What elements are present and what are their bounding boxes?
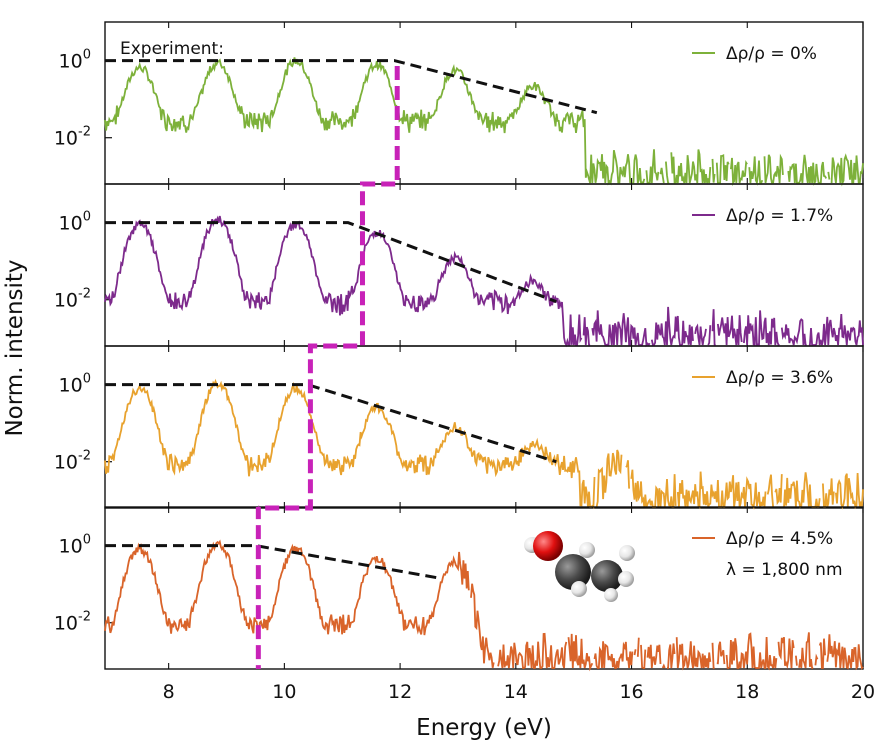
spectrum-line <box>826 634 864 671</box>
y-tick-label: 100 <box>59 48 91 73</box>
spectrum-line <box>822 478 835 508</box>
panel-2: 100 10-2 Δρ/ρ = 1.7% <box>54 183 864 348</box>
spectrum-line <box>730 157 748 187</box>
spectrum-line <box>835 472 864 510</box>
spectrum-line <box>659 167 665 184</box>
spectrum-line <box>716 641 726 665</box>
x-axis: 8 10 12 14 16 18 20 <box>163 681 875 703</box>
plateau-guide <box>105 59 598 115</box>
panel-3: 100 10-2 Δρ/ρ = 3.6% <box>54 345 864 510</box>
spectrum-line <box>630 469 677 508</box>
y-tick-label: 100 <box>59 210 91 235</box>
spectrum-line <box>661 663 666 669</box>
spectrum-line <box>593 641 634 669</box>
spectrum-line <box>667 643 676 669</box>
plateau-guide <box>105 221 557 304</box>
spectra-panels: 100 10-2 Δρ/ρ = 0% 100 10-2 Δρ/ρ = 1.7% 100 10-… <box>54 21 864 672</box>
spectrum-line <box>636 637 640 657</box>
x-tick-label: 16 <box>619 681 643 703</box>
panel-4: 100 10-2 Δρ/ρ = 4.5% <box>54 506 864 672</box>
spectrum-line <box>777 636 795 670</box>
spectrum-line <box>818 638 826 669</box>
spectrum-line <box>711 309 716 346</box>
legend-label: Δρ/ρ = 3.6% <box>726 368 833 388</box>
spectrum-line <box>783 472 821 509</box>
plateau-guide <box>105 544 441 580</box>
spectrum-line <box>725 632 778 671</box>
x-tick-label: 18 <box>735 681 759 703</box>
spectrum-line <box>470 583 495 668</box>
spectrum-line <box>104 539 470 636</box>
spectrum-line <box>766 474 774 508</box>
spectrum-line <box>711 642 715 669</box>
spectrum-line <box>748 156 764 186</box>
spectrum-line <box>694 323 707 346</box>
spectrum-line <box>787 154 827 186</box>
spectrum-line <box>670 149 712 184</box>
panel-frame <box>104 345 864 509</box>
spectrum-line <box>625 460 630 489</box>
spectrum-line <box>497 632 568 669</box>
x-tick-label: 8 <box>163 681 175 703</box>
spectrum-line <box>631 154 646 185</box>
spectrum-line <box>717 315 743 346</box>
cutoff-step-line <box>255 66 400 669</box>
spectrum-line <box>645 149 660 185</box>
spectrum-line <box>633 649 637 656</box>
legend-label: Δρ/ρ = 1.7% <box>726 206 833 226</box>
cutoff-step <box>255 66 400 669</box>
spectrum-line <box>104 215 583 348</box>
x-tick-label: 10 <box>272 681 296 703</box>
spectrum-line <box>711 158 716 183</box>
y-tick-label: 10-2 <box>54 125 91 150</box>
spectrum-line <box>715 154 730 184</box>
spectrum-line <box>591 310 651 348</box>
y-tick-label: 10-2 <box>54 610 91 635</box>
panel-frame <box>104 506 864 670</box>
x-tick-label: 20 <box>851 681 875 703</box>
spectrum-line <box>707 325 712 346</box>
spectrum-line <box>567 633 594 672</box>
spectrum-line <box>795 655 798 666</box>
spectrum-line <box>650 306 694 346</box>
spectrum-line <box>582 317 591 346</box>
molecule-icon <box>524 531 635 602</box>
spectrum-line <box>676 471 767 510</box>
y-tick-label: 10-2 <box>54 287 91 312</box>
legend-label: Δρ/ρ = 0% <box>726 44 817 64</box>
x-tick-label: 14 <box>504 681 528 703</box>
spectrum-line <box>675 637 712 671</box>
spectrum-line <box>104 378 596 509</box>
annotation-wavelength: λ = 1,800 nm <box>726 560 843 580</box>
y-axis-title: Norm. intensity <box>2 259 28 436</box>
legend-label: Δρ/ρ = 4.5% <box>726 529 833 549</box>
spectrum-line <box>774 474 783 506</box>
y-tick-label: 10-2 <box>54 449 91 474</box>
x-tick-label: 12 <box>388 681 412 703</box>
y-tick-label: 100 <box>59 372 91 397</box>
spectrum-line <box>827 171 831 180</box>
spectrum-line <box>808 313 864 346</box>
spectrum-line <box>640 644 647 669</box>
plateau-guide <box>105 383 557 464</box>
spectrum-line <box>595 449 623 508</box>
spectrum-line <box>104 57 632 186</box>
spectrum-line <box>798 632 814 669</box>
spectrum-line <box>646 644 662 669</box>
annotation-experiment: Experiment: <box>120 39 224 59</box>
spectrum-line <box>830 153 864 187</box>
spectrum-line <box>743 310 780 347</box>
spectrum-line <box>763 153 784 184</box>
x-axis-title: Energy (eV) <box>416 715 552 741</box>
spectrum-line <box>814 653 819 666</box>
spectrum-line <box>665 161 670 184</box>
spectrum-line <box>780 318 807 346</box>
y-tick-label: 100 <box>59 533 91 558</box>
